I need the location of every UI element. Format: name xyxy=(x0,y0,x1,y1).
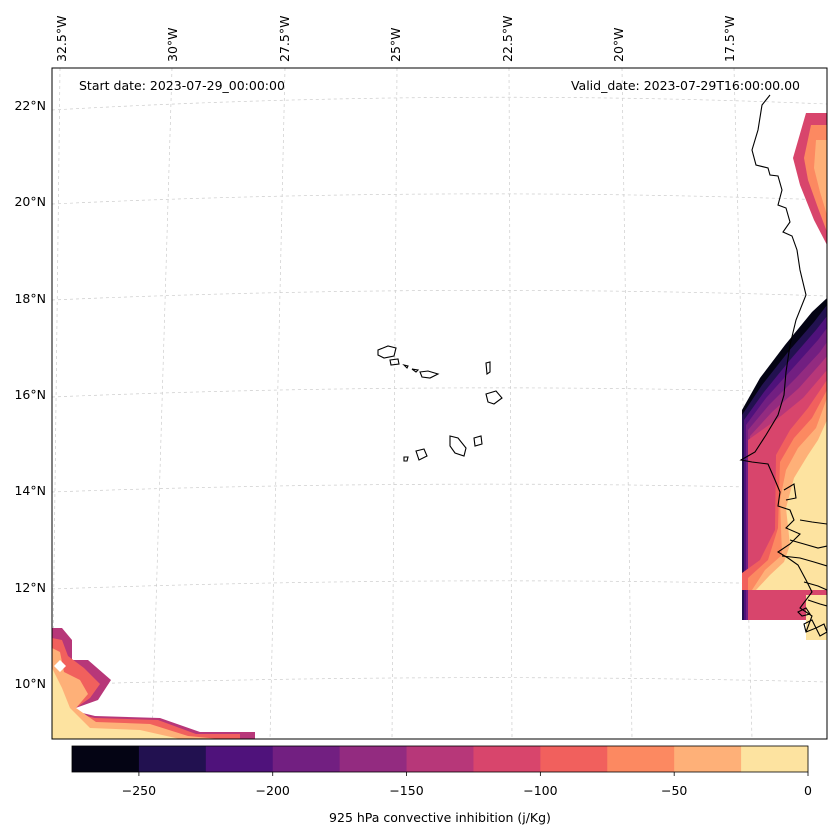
parallel-16n xyxy=(52,387,827,398)
parallel-22n xyxy=(52,96,827,111)
colorbar-tick-label: −250 xyxy=(122,783,156,798)
contour-gap xyxy=(54,660,66,672)
meridian-22-5w xyxy=(508,68,513,739)
island-sao-vicente xyxy=(389,358,400,366)
valid-date-text: Valid_date: 2023-07-29T16:00:00.00 xyxy=(571,78,800,93)
lat-label: 22°N xyxy=(14,98,46,113)
lon-label: 32.5°W xyxy=(54,16,69,62)
parallel-18n xyxy=(52,290,827,301)
contour-band xyxy=(756,420,827,590)
parallel-14n xyxy=(52,483,827,493)
parallel-10n xyxy=(52,677,827,686)
coastline-inlet xyxy=(799,519,827,525)
colorbar-swatch xyxy=(741,746,809,772)
colorbar-swatch xyxy=(607,746,675,772)
colorbar-title: 925 hPa convective inhibition (j/Kg) xyxy=(329,810,551,825)
lat-label: 14°N xyxy=(14,483,46,498)
colorbar-swatch xyxy=(72,746,140,772)
lat-label: 10°N xyxy=(14,676,46,691)
start-date-text: Start date: 2023-07-29_00:00:00 xyxy=(79,78,285,93)
island xyxy=(797,607,811,617)
coastline-inlet xyxy=(807,599,827,607)
lat-label: 12°N xyxy=(14,580,46,595)
parallel-20n xyxy=(52,193,827,205)
coastline-inlet xyxy=(803,581,827,591)
colorbar-ticks xyxy=(138,772,809,776)
colorbar-tick-label: −150 xyxy=(389,783,423,798)
lat-label: 20°N xyxy=(14,194,46,209)
colorbar-swatches xyxy=(72,746,809,772)
parallel-12n xyxy=(52,580,827,590)
island-santo-antao xyxy=(377,345,397,359)
coastline-inlet xyxy=(789,539,827,549)
colorbar-tick-label: −200 xyxy=(256,783,290,798)
meridian-32-5w xyxy=(52,68,61,739)
lat-label: 16°N xyxy=(14,387,46,402)
gridlines xyxy=(52,68,827,739)
island-sao-nicolau-east xyxy=(419,370,440,379)
colorbar-swatch xyxy=(205,746,274,772)
lon-label: 22.5°W xyxy=(500,16,515,62)
colorbar-swatch xyxy=(540,746,608,772)
coastline-inlet xyxy=(783,483,797,501)
island-maio xyxy=(473,435,483,447)
island xyxy=(815,623,827,637)
colorbar-swatch xyxy=(406,746,474,772)
meridian-27-5w xyxy=(269,68,286,739)
lon-label: 20°W xyxy=(611,27,626,62)
colorbar-tick-label: −50 xyxy=(661,783,687,798)
longitude-labels: 32.5°W 30°W 27.5°W 25°W 22.5°W 20°W 17.5… xyxy=(54,16,737,62)
island-sao-nicolau xyxy=(411,368,420,373)
colorbar-frame xyxy=(71,745,809,773)
lon-label: 17.5°W xyxy=(722,16,737,62)
island-fogo xyxy=(415,448,428,461)
coastlines xyxy=(377,94,827,637)
colorbar-tick-label: 0 xyxy=(804,783,812,798)
africa-coastline xyxy=(739,94,813,633)
meridian-30w xyxy=(151,68,173,739)
colorbar-tick-label: −100 xyxy=(523,783,557,798)
map-frame xyxy=(51,67,828,740)
colorbar: −250 −200 −150 −100 −50 0 925 hPa convec… xyxy=(71,745,812,825)
colorbar-swatch xyxy=(473,746,541,772)
lon-label: 25°W xyxy=(388,27,403,62)
meridian-20w xyxy=(621,68,633,739)
lon-label: 27.5°W xyxy=(277,16,292,62)
island-boa-vista xyxy=(485,390,503,405)
colorbar-swatch xyxy=(272,746,341,772)
latitude-labels: 22°N 20°N 18°N 16°N 14°N 12°N 10°N xyxy=(14,98,46,691)
island-santa-luzia xyxy=(402,363,409,369)
lon-label: 30°W xyxy=(165,27,180,62)
meridian-25w xyxy=(391,68,398,739)
colorbar-swatch xyxy=(138,746,207,772)
coastline-inlet xyxy=(781,555,827,567)
island-sal xyxy=(485,361,491,375)
contour-band xyxy=(806,595,827,640)
island-brava xyxy=(403,456,409,462)
contour-band xyxy=(814,140,827,215)
cin-contours xyxy=(52,113,827,739)
meridian-17-5w xyxy=(733,68,753,739)
lat-label: 18°N xyxy=(14,291,46,306)
island-santiago xyxy=(449,435,467,457)
contour-band xyxy=(52,668,180,739)
colorbar-swatch xyxy=(674,746,742,772)
colorbar-swatch xyxy=(339,746,408,772)
